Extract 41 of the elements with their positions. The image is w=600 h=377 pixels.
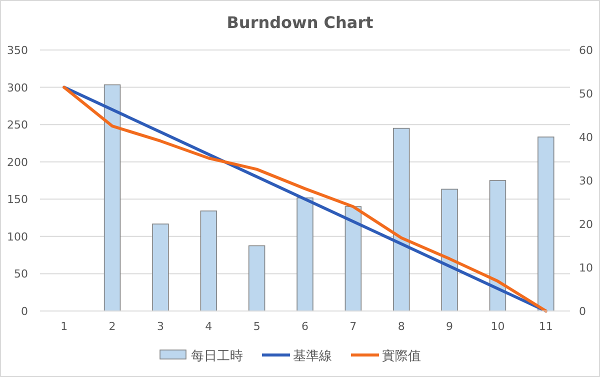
legend-label: 基準線 bbox=[293, 349, 332, 364]
y-tick-label: 0 bbox=[21, 305, 28, 318]
x-tick-label: 5 bbox=[253, 320, 260, 333]
bar bbox=[344, 206, 362, 312]
y-tick-label: 200 bbox=[7, 156, 28, 169]
y2-tick-label: 0 bbox=[579, 305, 586, 318]
y-tick-label: 100 bbox=[7, 230, 28, 244]
chart-title: Burndown Chart bbox=[226, 13, 374, 32]
bar bbox=[200, 210, 217, 312]
y-tick-label: 250 bbox=[7, 118, 28, 132]
bar bbox=[152, 224, 169, 312]
legend-label: 實際值 bbox=[382, 349, 421, 364]
x-tick-label: 8 bbox=[398, 320, 405, 333]
line-series bbox=[62, 86, 548, 312]
x-tick-label: 1 bbox=[60, 320, 68, 333]
x-tick-label: 2 bbox=[108, 320, 116, 333]
y-tick-label: 50 bbox=[14, 268, 28, 281]
x-tick-label: 9 bbox=[446, 320, 454, 333]
bar bbox=[296, 198, 314, 312]
x-tick-label: 7 bbox=[350, 320, 357, 333]
bar bbox=[248, 245, 266, 312]
x-tick-label: 10 bbox=[490, 320, 505, 333]
y2-tick-label: 10 bbox=[579, 262, 593, 274]
y-tick-label: 150 bbox=[7, 193, 28, 206]
y2-tick-label: 30 bbox=[579, 174, 593, 188]
bar bbox=[538, 136, 554, 312]
y-tick-label: 350 bbox=[7, 44, 28, 57]
x-tick-label: 11 bbox=[538, 320, 553, 333]
y-tick-label: 300 bbox=[7, 81, 28, 94]
bar bbox=[441, 188, 458, 312]
y2-tick-label: 40 bbox=[579, 131, 593, 144]
bar bbox=[489, 180, 506, 312]
x-tick-label: 6 bbox=[302, 320, 308, 333]
y2-tick-label: 50 bbox=[579, 88, 593, 100]
y2-tick-label: 20 bbox=[579, 218, 593, 231]
x-tick-label: 3 bbox=[156, 320, 164, 333]
bar bbox=[104, 84, 121, 312]
y2-tick-label: 60 bbox=[579, 44, 593, 57]
x-tick-label: 4 bbox=[205, 320, 212, 333]
legend-label: 每日工時 bbox=[191, 349, 243, 364]
bar bbox=[393, 128, 410, 312]
